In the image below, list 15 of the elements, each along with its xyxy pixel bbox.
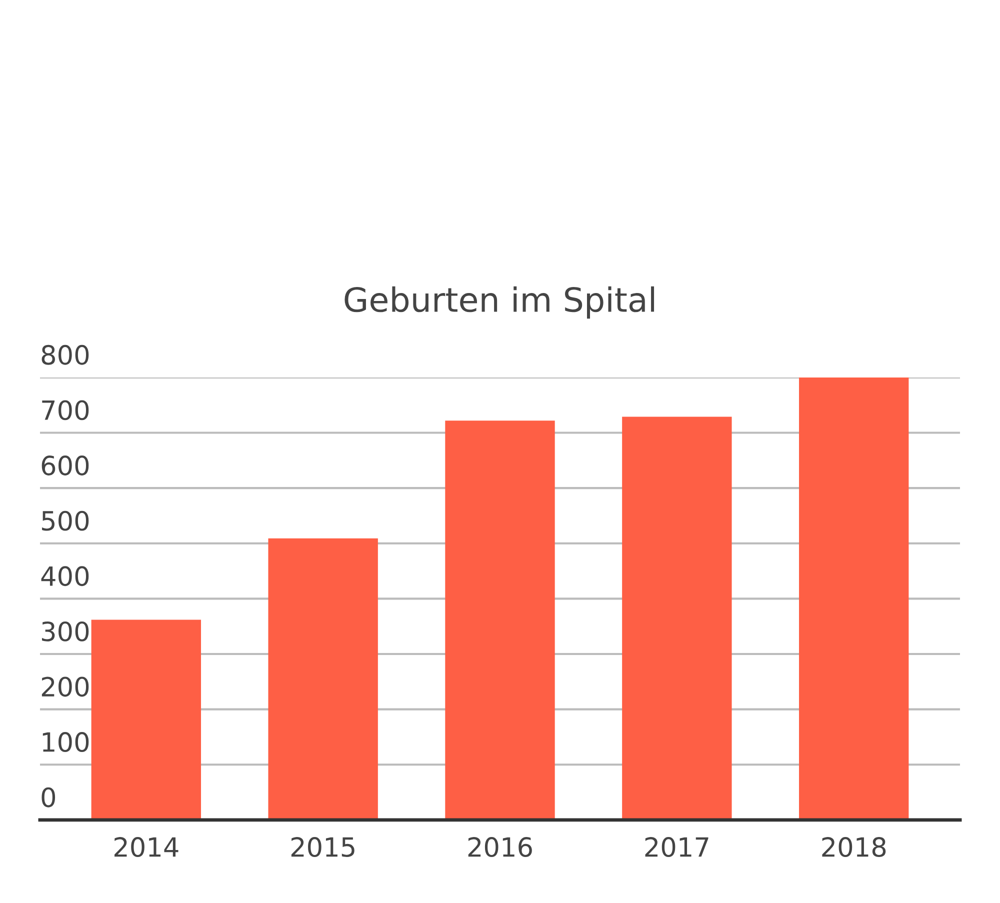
y-tick-label: 700 [42,400,89,420]
x-tick-label: 2014 [114,837,178,858]
x-tick-label: 2015 [291,837,354,858]
y-tick-label: 600 [42,456,89,476]
y-tick-label: 100 [42,732,89,752]
y-tick-label: 800 [42,344,89,365]
x-tick-label: 2017 [645,837,708,858]
x-tick-label: 2018 [822,837,886,858]
x-tick-label: 2016 [468,837,532,858]
y-tick-label: 500 [42,510,89,531]
y-tick-label: 300 [42,621,89,642]
y-tick-label: 400 [41,566,89,586]
chart-title: Geburten im Spital [344,286,654,319]
y-tick-label: 200 [42,676,89,697]
y-tick-label: 0 [42,787,56,808]
